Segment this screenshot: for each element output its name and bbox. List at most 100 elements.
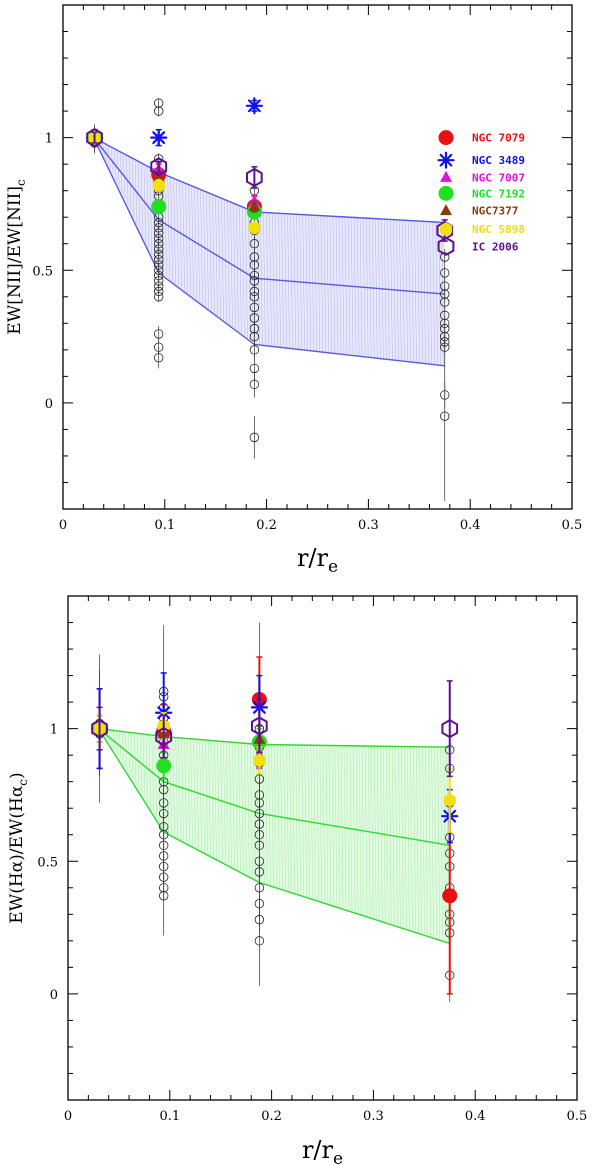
legend-marker (439, 222, 453, 237)
x-tick-label: 0.3 (363, 1109, 384, 1124)
series-point (152, 178, 165, 193)
hatch-line (151, 735, 155, 814)
sample-point (440, 268, 450, 278)
x-tick-label: 0.3 (358, 518, 379, 533)
plot-frame (62, 4, 573, 510)
hatch-line (181, 738, 184, 842)
x-tick-label: 0 (59, 518, 67, 533)
legend-label: IC 2006 (472, 240, 519, 253)
hatch-line (188, 184, 191, 296)
band-fill (98, 728, 450, 944)
y-tick-label: 0.5 (37, 855, 58, 870)
hatch-line (157, 735, 161, 823)
hatch-line (187, 738, 190, 845)
hatch-line (200, 189, 203, 305)
hatch-line (193, 739, 196, 848)
sample-point (153, 292, 164, 302)
legend-marker (438, 130, 454, 146)
legend: NGC 7079 NGC 3489 NGC 7007 NGC 7192 NGC7377 N… (437, 130, 525, 257)
series-point (251, 716, 268, 736)
legend-marker (437, 151, 455, 169)
series-point (245, 97, 263, 115)
hatch-line (217, 741, 220, 861)
asterisk-stroke (439, 153, 453, 167)
series-point (253, 753, 266, 768)
x-tick-label: 0.2 (261, 1109, 282, 1124)
band-upper-line (93, 136, 445, 224)
y-axis-label: EW[NII]/EW[NII]c (5, 179, 28, 335)
hatch-line (208, 740, 211, 856)
sample-point (440, 297, 450, 307)
hatch-line (173, 178, 176, 285)
legend-label: NGC7377 (472, 205, 518, 218)
band-fill (93, 137, 445, 366)
hatch-line (205, 740, 208, 855)
hatch-line (164, 174, 167, 278)
sample-point (249, 379, 260, 390)
asterisk-stroke (247, 99, 261, 113)
sample-point (158, 891, 169, 901)
y-tick-label: 1 (50, 723, 58, 738)
x-tick-label: 0.4 (460, 518, 481, 533)
x-tick-label: 0.1 (159, 1109, 180, 1124)
hatch-line (172, 737, 175, 837)
hatch-line (190, 738, 193, 847)
hatch-line (197, 188, 200, 303)
hatch-line (175, 737, 178, 839)
ticks (62, 4, 573, 510)
legend-label: NGC 7192 (472, 187, 525, 200)
scatter-band (92, 136, 445, 367)
legend-marker (438, 185, 454, 201)
hatch-line (142, 734, 146, 800)
chart-panel-2: 0 0.1 0.2 0.3 0.4 0.5 0 0.5 1 r/re EW(Hα)/EW(Hαc) (7, 595, 587, 1165)
series-point (441, 718, 459, 739)
legend-label: NGC 5898 (472, 223, 525, 236)
hatch-line (214, 740, 217, 859)
hatch-line (196, 739, 199, 850)
series-point (155, 726, 173, 747)
y-tick-label: 0.5 (32, 264, 53, 279)
y-tick-label: 0 (50, 988, 58, 1003)
x-axis-label: r/re (302, 1136, 343, 1165)
series-point (248, 200, 261, 212)
hatch-line (184, 738, 187, 844)
legend-label: NGC 3489 (472, 154, 525, 167)
x-tick-label: 0.1 (154, 518, 175, 533)
x-tick-label: 0.5 (562, 518, 583, 533)
series-point (442, 888, 458, 904)
series-point (86, 127, 103, 148)
y-axis-label-subscript: c (16, 779, 30, 786)
legend-label: NGC 7079 (472, 132, 525, 145)
hatch-line (182, 182, 185, 291)
hatch-line (145, 734, 149, 804)
hatch-line (179, 180, 182, 289)
x-axis-label: r/re (297, 544, 338, 577)
scatter-band (97, 727, 451, 945)
band-lower-line (92, 137, 445, 367)
sample-point (440, 252, 450, 262)
hatch-line (176, 179, 179, 287)
x-tick-label: 0 (64, 1109, 72, 1124)
y-axis-label-subscript: c (14, 179, 28, 186)
hatch-line (194, 186, 197, 300)
hatch-line (169, 737, 172, 836)
hatch-line (211, 740, 214, 858)
band-middle-line (92, 137, 445, 295)
hatch-line (166, 736, 169, 834)
ticks (67, 595, 578, 1101)
legend-marker (437, 236, 455, 257)
sample-point (153, 353, 164, 363)
hatch-line (199, 739, 202, 852)
hatch-line (220, 741, 223, 863)
chart-panel-1: NGC 7079 NGC 3489 NGC 7007 NGC 7192 NGC7377 N… (5, 4, 583, 577)
hatch-line (191, 185, 194, 298)
legend-label: NGC 7007 (472, 171, 525, 184)
sample-point (249, 432, 260, 443)
sample-point (440, 411, 450, 421)
hatch-line (170, 177, 173, 282)
sample-point (249, 345, 260, 355)
hatch-line (154, 735, 158, 819)
y-tick-label: 1 (45, 132, 53, 147)
plot-frame (67, 595, 578, 1101)
